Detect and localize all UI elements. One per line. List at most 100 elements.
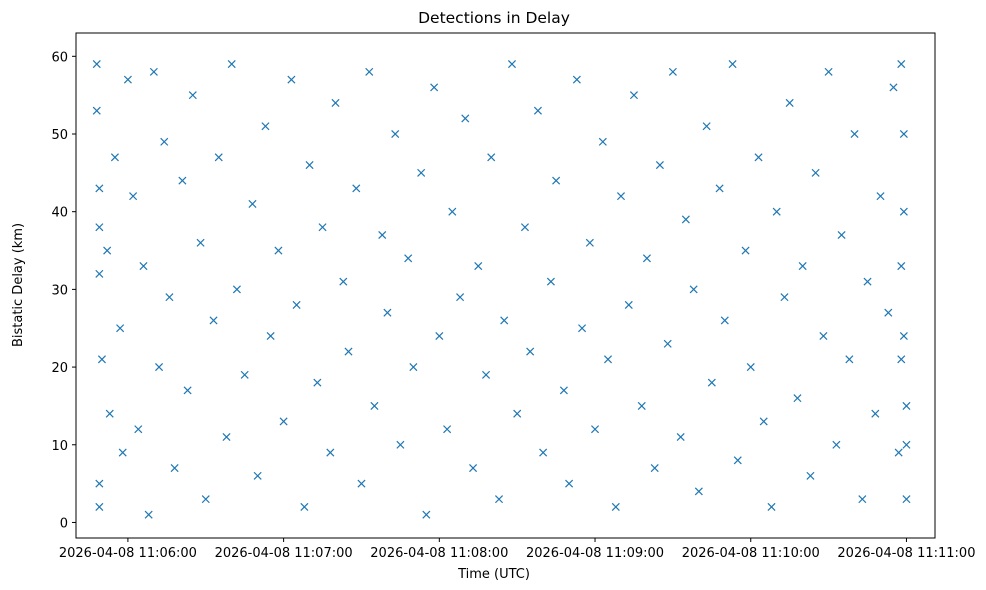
data-point bbox=[448, 207, 457, 216]
data-point bbox=[899, 129, 908, 139]
data-point bbox=[487, 153, 496, 162]
y-tick-label: 0 bbox=[60, 516, 68, 531]
data-point bbox=[668, 67, 677, 76]
data-point bbox=[430, 83, 439, 92]
data-point bbox=[650, 464, 659, 473]
data-point bbox=[837, 230, 846, 240]
data-point bbox=[676, 432, 685, 442]
data-point bbox=[746, 363, 755, 372]
data-point bbox=[344, 347, 353, 356]
data-point bbox=[899, 207, 908, 216]
data-point bbox=[103, 246, 112, 255]
data-point bbox=[858, 495, 867, 504]
data-point bbox=[248, 199, 257, 208]
x-tick-label: 2026-04-08 11:09:00 bbox=[526, 546, 664, 561]
data-point bbox=[902, 495, 911, 504]
x-tick-label: 2026-04-08 11:08:00 bbox=[370, 546, 508, 561]
data-point bbox=[391, 129, 400, 139]
data-point bbox=[95, 479, 104, 488]
data-point bbox=[261, 122, 270, 131]
data-point bbox=[144, 510, 153, 519]
data-point bbox=[720, 316, 729, 325]
data-point bbox=[539, 448, 548, 457]
data-point bbox=[526, 347, 535, 356]
y-tick-label: 30 bbox=[51, 283, 68, 298]
data-point bbox=[681, 215, 690, 224]
data-point bbox=[899, 331, 908, 341]
data-point bbox=[417, 168, 426, 177]
data-point bbox=[95, 223, 104, 232]
data-point bbox=[129, 192, 138, 201]
y-tick-label: 10 bbox=[51, 439, 68, 454]
data-point bbox=[832, 440, 841, 449]
data-point bbox=[578, 324, 587, 333]
data-point bbox=[616, 192, 626, 201]
data-point bbox=[715, 184, 724, 193]
data-point bbox=[201, 495, 210, 504]
data-point bbox=[292, 300, 301, 309]
data-point bbox=[339, 277, 348, 286]
data-point bbox=[422, 510, 431, 519]
data-point bbox=[889, 83, 898, 92]
data-point bbox=[209, 316, 218, 325]
data-point bbox=[474, 262, 483, 271]
data-point bbox=[754, 153, 763, 162]
data-point bbox=[702, 122, 711, 131]
data-point bbox=[300, 502, 309, 511]
data-point bbox=[894, 448, 903, 457]
data-point bbox=[642, 254, 651, 263]
data-point bbox=[116, 324, 125, 333]
data-point bbox=[494, 495, 504, 504]
data-point bbox=[95, 502, 104, 511]
data-point bbox=[884, 308, 893, 317]
data-point bbox=[806, 471, 815, 480]
y-axis: 0 10 20 30 40 50 60 bbox=[51, 50, 76, 531]
data-point bbox=[785, 98, 794, 107]
data-point bbox=[845, 355, 854, 364]
data-point bbox=[552, 176, 561, 185]
data-point bbox=[811, 168, 820, 177]
data-point bbox=[793, 394, 802, 403]
data-point bbox=[902, 401, 911, 410]
x-axis-label: Time (UTC) bbox=[457, 567, 530, 582]
data-point bbox=[863, 277, 872, 286]
plot-area bbox=[76, 33, 935, 538]
data-point bbox=[274, 246, 283, 255]
data-point bbox=[165, 293, 174, 302]
data-point bbox=[313, 378, 322, 387]
data-point bbox=[110, 153, 119, 162]
data-point bbox=[170, 464, 179, 473]
data-point bbox=[357, 479, 366, 488]
data-point bbox=[707, 378, 716, 387]
data-point bbox=[139, 262, 148, 271]
data-point bbox=[196, 238, 205, 247]
data-point bbox=[482, 370, 491, 379]
data-point bbox=[134, 425, 143, 434]
data-point bbox=[118, 448, 127, 457]
data-point bbox=[160, 137, 169, 146]
x-tick-label: 2026-04-08 11:11:00 bbox=[837, 546, 975, 561]
data-point bbox=[227, 60, 236, 69]
data-point bbox=[798, 262, 807, 271]
data-point bbox=[591, 425, 600, 434]
data-point bbox=[95, 269, 104, 278]
data-point bbox=[559, 386, 568, 395]
data-point bbox=[396, 440, 405, 449]
data-point bbox=[611, 502, 620, 511]
data-point bbox=[824, 67, 833, 76]
data-point bbox=[378, 230, 387, 240]
data-point bbox=[318, 223, 327, 232]
data-point bbox=[105, 409, 114, 418]
data-point bbox=[876, 192, 885, 201]
data-point bbox=[92, 60, 101, 69]
x-tick-label: 2026-04-08 11:06:00 bbox=[59, 546, 197, 561]
data-point bbox=[728, 60, 737, 69]
data-point bbox=[97, 355, 106, 364]
data-point bbox=[461, 114, 470, 123]
x-tick-label: 2026-04-08 11:07:00 bbox=[215, 546, 353, 561]
data-point bbox=[123, 75, 132, 84]
data-point bbox=[603, 355, 613, 364]
data-point bbox=[214, 153, 223, 162]
data-point bbox=[689, 285, 698, 294]
